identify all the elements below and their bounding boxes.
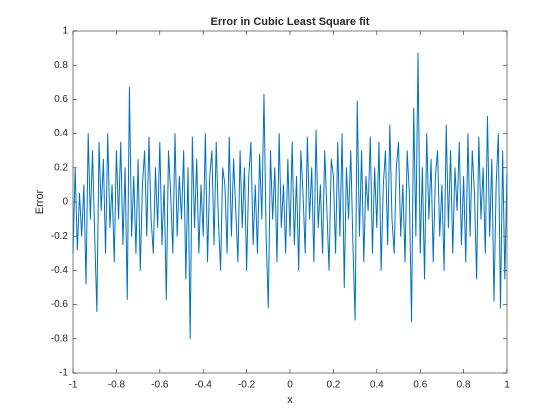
y-tick-label: -1 (59, 368, 68, 379)
x-axis-label: x (287, 394, 293, 406)
x-tick-label: -0.6 (151, 380, 169, 391)
y-tick-label: -0.6 (51, 299, 69, 310)
x-tick-label: 0.8 (457, 380, 471, 391)
y-tick-label: 0.6 (54, 94, 68, 105)
x-tick-label: 1 (504, 380, 510, 391)
x-tick-label: 0.4 (370, 380, 384, 391)
y-tick-label: -0.2 (51, 231, 69, 242)
y-tick-label: 0 (62, 197, 68, 208)
x-tick-label: -0.2 (238, 380, 256, 391)
x-tick-label: -1 (69, 380, 78, 391)
y-tick-label: 1 (62, 26, 68, 37)
y-tick-label: 0.2 (54, 162, 68, 173)
y-tick-label: -0.4 (51, 265, 69, 276)
y-tick-label: -0.8 (51, 333, 69, 344)
y-axis-label: Error (34, 189, 46, 214)
y-tick-label: 0.8 (54, 60, 68, 71)
x-tick-label: 0.2 (326, 380, 340, 391)
x-tick-label: 0.6 (413, 380, 427, 391)
data-line (72, 52, 508, 340)
x-tick-label: -0.8 (108, 380, 126, 391)
chart-title: Error in Cubic Least Square fit (211, 16, 370, 28)
x-tick-label: -0.4 (195, 380, 213, 391)
x-tick-label: 0 (287, 380, 293, 391)
y-tick-label: 0.4 (54, 128, 68, 139)
